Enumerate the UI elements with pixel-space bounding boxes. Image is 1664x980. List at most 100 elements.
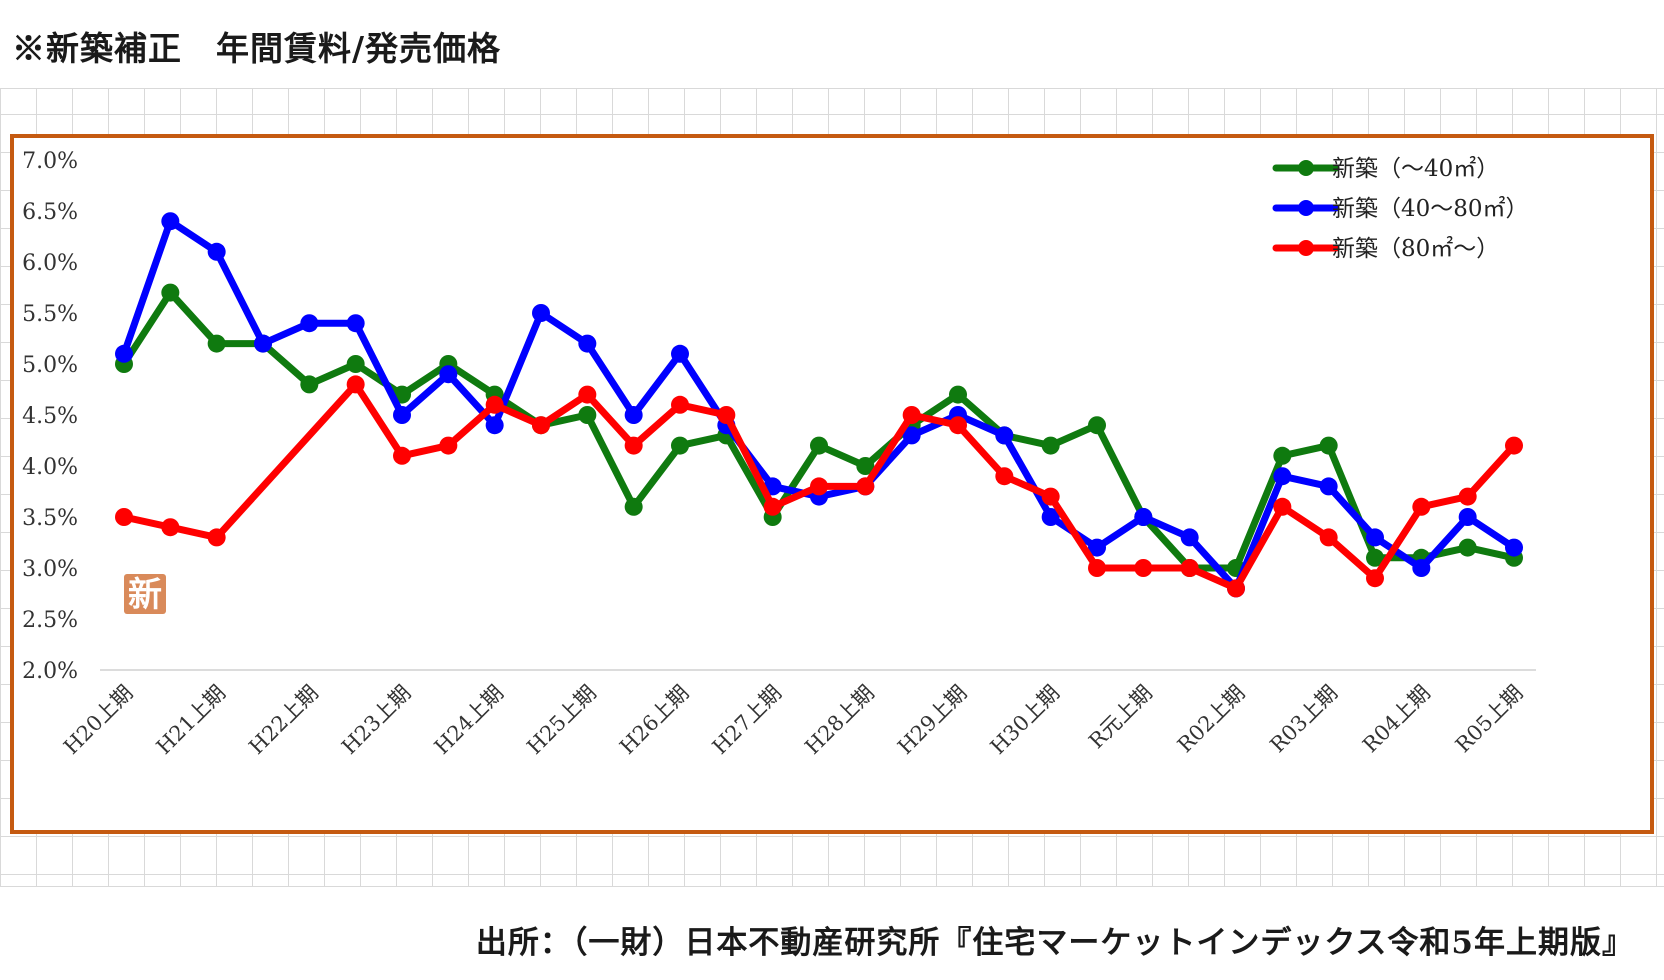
source-band: 出所：（一財）日本不動産研究所『住宅マーケットインデックス令和5年上期版』 xyxy=(0,886,1664,980)
data-point xyxy=(1458,487,1477,506)
data-point xyxy=(1273,446,1292,465)
y-tick-label: 5.0% xyxy=(22,353,78,378)
data-point xyxy=(1041,508,1060,526)
data-point xyxy=(902,406,921,424)
data-point xyxy=(1319,477,1338,496)
y-tick-label: 4.0% xyxy=(22,455,78,480)
data-point xyxy=(578,385,597,404)
data-point xyxy=(1319,528,1338,547)
data-point xyxy=(485,395,504,414)
data-point xyxy=(902,426,921,445)
data-point xyxy=(161,283,180,302)
data-point xyxy=(624,497,643,516)
x-tick-label: H29上期 xyxy=(893,681,972,760)
y-axis: 2.0% 2.5% 3.0% 3.5% 4.0% 4.5% 5.0% 5.5% 6.0% 6.5%… xyxy=(22,149,1536,684)
data-point xyxy=(485,416,504,435)
data-point xyxy=(439,436,458,455)
y-tick-label: 6.5% xyxy=(22,200,78,225)
data-point xyxy=(1088,559,1106,577)
data-point xyxy=(346,355,365,373)
data-point xyxy=(300,314,319,333)
data-point xyxy=(1273,467,1292,486)
x-tick-label: R元上期 xyxy=(1084,681,1157,754)
data-point xyxy=(207,334,226,353)
data-point xyxy=(578,334,597,353)
y-tick-label: 5.5% xyxy=(22,302,78,327)
legend-item: 新築（40～80㎡） xyxy=(1272,196,1529,222)
x-tick-label: R03上期 xyxy=(1265,681,1342,758)
title-band: ※新築補正 年間賃料/発売価格 xyxy=(0,0,1664,89)
data-point xyxy=(995,467,1014,486)
data-point xyxy=(763,497,782,516)
x-tick-label: H23上期 xyxy=(337,681,416,760)
x-tick-label: H20上期 xyxy=(59,681,138,760)
legend-marker xyxy=(1298,240,1314,256)
page-title: ※新築補正 年間賃料/発売価格 xyxy=(12,29,502,68)
data-point xyxy=(1505,538,1523,557)
data-point xyxy=(810,477,828,496)
data-point xyxy=(1273,497,1292,516)
badge-box xyxy=(124,574,166,614)
data-point xyxy=(207,528,226,547)
badge-label: 新 xyxy=(128,575,162,615)
series-1 xyxy=(115,283,1523,577)
data-point xyxy=(1134,508,1153,526)
data-point xyxy=(115,508,133,526)
legend-label: 新築（80㎡～） xyxy=(1332,236,1499,262)
legend-label: 新築（～40㎡） xyxy=(1332,156,1499,182)
x-tick-label: H25上期 xyxy=(522,681,601,760)
series-layer xyxy=(115,212,1523,598)
data-point xyxy=(1088,416,1106,435)
data-point xyxy=(161,518,180,537)
new-badge: 新 xyxy=(124,574,166,615)
data-point xyxy=(115,344,133,363)
chart-frame: 2.0% 2.5% 3.0% 3.5% 4.0% 4.5% 5.0% 5.5% 6.0% 6.5%… xyxy=(10,134,1654,834)
legend: 新築（～40㎡） 新築（40～80㎡） 新築（80㎡～） xyxy=(1272,156,1529,262)
data-point xyxy=(856,457,875,475)
data-point xyxy=(949,385,967,404)
y-tick-label: 2.0% xyxy=(22,659,78,684)
data-point xyxy=(1041,487,1060,506)
y-tick-label: 4.5% xyxy=(22,404,78,429)
x-tick-label: H26上期 xyxy=(615,681,694,760)
data-point xyxy=(1180,528,1199,547)
legend-marker xyxy=(1298,200,1314,216)
legend-marker xyxy=(1298,160,1314,176)
data-point xyxy=(346,375,365,394)
legend-label: 新築（40～80㎡） xyxy=(1332,196,1529,222)
data-point xyxy=(810,436,828,455)
x-axis: H20上期 H21上期 H22上期 H23上期 H24上期 H25上期 H26上期 H27上期… xyxy=(59,681,1528,760)
legend-item: 新築（～40㎡） xyxy=(1272,156,1499,182)
x-tick-label: H30上期 xyxy=(986,681,1065,760)
data-point xyxy=(949,416,967,435)
y-tick-label: 6.0% xyxy=(22,251,78,276)
x-tick-label: H28上期 xyxy=(800,681,879,760)
series-3 xyxy=(115,375,1523,598)
data-point xyxy=(995,426,1014,445)
series-2 xyxy=(115,212,1523,598)
x-tick-label: R05上期 xyxy=(1451,681,1528,758)
data-point xyxy=(1180,559,1199,577)
data-point xyxy=(1319,436,1338,455)
data-point xyxy=(1366,548,1384,567)
data-point xyxy=(671,395,689,414)
x-tick-label: H27上期 xyxy=(708,681,787,760)
data-point xyxy=(1458,508,1477,526)
data-point xyxy=(856,477,875,496)
data-point xyxy=(1366,569,1384,588)
y-tick-label: 3.0% xyxy=(22,557,78,582)
data-point xyxy=(1227,579,1245,598)
x-tick-label: R02上期 xyxy=(1173,681,1250,758)
data-point xyxy=(161,212,180,231)
data-point xyxy=(1366,528,1384,547)
data-point xyxy=(346,314,365,333)
y-tick-label: 2.5% xyxy=(22,608,78,633)
data-point xyxy=(624,406,643,424)
data-point xyxy=(254,334,272,353)
series-line xyxy=(120,289,1518,572)
data-point xyxy=(1458,538,1477,557)
data-point xyxy=(1088,538,1106,557)
data-point xyxy=(393,446,411,465)
source-note: 出所：（一財）日本不動産研究所『住宅マーケットインデックス令和5年上期版』 xyxy=(475,925,1634,961)
data-point xyxy=(1412,559,1431,577)
